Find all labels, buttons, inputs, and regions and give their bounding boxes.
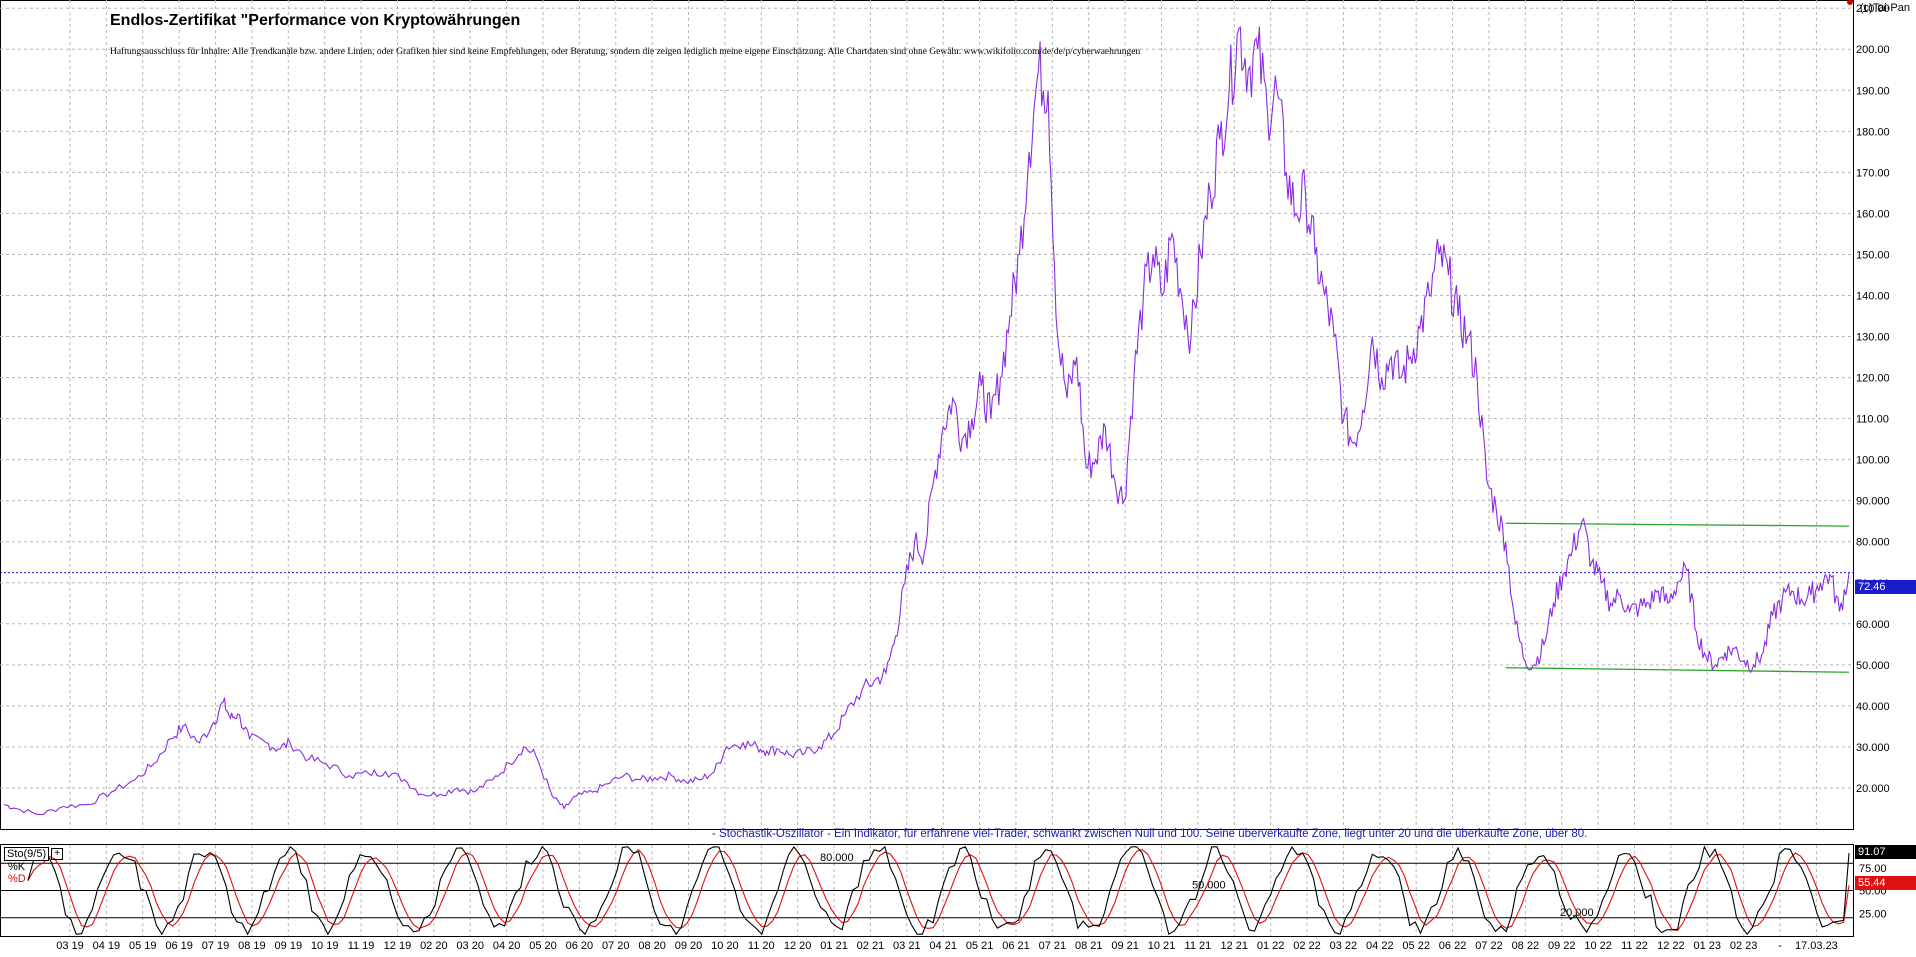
- y-tick-label: 30.000: [1856, 742, 1890, 754]
- x-tick-label: 08 22: [1512, 940, 1540, 952]
- y-tick-label: 40.000: [1856, 701, 1890, 713]
- x-tick-label: 07 20: [602, 940, 630, 952]
- y-tick-label: 120.00: [1856, 373, 1890, 385]
- grid-lines: [0, 0, 1854, 937]
- x-tick-label: 08 21: [1075, 940, 1103, 952]
- legend-d: %D: [8, 873, 26, 885]
- x-tick-label: 10 21: [1148, 940, 1176, 952]
- y-tick-label: 190.00: [1856, 85, 1890, 97]
- osc-level-label: 80.000: [820, 852, 854, 864]
- x-tick-label: 07 22: [1475, 940, 1503, 952]
- y-tick-label: 150.00: [1856, 249, 1890, 261]
- x-tick-label: 05 21: [966, 940, 994, 952]
- osc-y-tick-label: 75.00: [1859, 863, 1887, 875]
- credit-label: (c)Tai-Pan: [1859, 2, 1910, 14]
- x-tick-label: 05 20: [529, 940, 557, 952]
- x-tick-label: 04 20: [493, 940, 521, 952]
- x-tick-label: 03 21: [893, 940, 921, 952]
- y-tick-label: 100.00: [1856, 455, 1890, 467]
- x-tick-label: -: [1778, 940, 1782, 952]
- x-tick-label: 01 23: [1693, 940, 1721, 952]
- x-tick-label: 12 22: [1657, 940, 1685, 952]
- oscillator-legend: Sto(9/5) + %K %D: [4, 847, 64, 885]
- x-tick-label: 06 21: [1002, 940, 1030, 952]
- y-tick-label: 110.00: [1856, 414, 1889, 426]
- price-chart-area: [0, 25, 1853, 816]
- x-tick-label: 08 19: [238, 940, 266, 952]
- x-tick-label: 09 20: [675, 940, 703, 952]
- osc-d-line: [27, 848, 1850, 931]
- x-tick-label: 02 21: [857, 940, 885, 952]
- x-tick-label: 10 22: [1584, 940, 1612, 952]
- x-tick-label: 06 22: [1439, 940, 1467, 952]
- x-tick-label: 09 19: [275, 940, 303, 952]
- x-tick-label: 03 22: [1330, 940, 1358, 952]
- x-tick-label: 11 19: [348, 940, 375, 952]
- oscillator-description: - Stochastik-Oszillator - Ein Indikator,…: [712, 828, 1588, 840]
- x-tick-label: 09 22: [1548, 940, 1576, 952]
- channel-upper-line: [1505, 522, 1850, 527]
- x-tick-label: 05 22: [1402, 940, 1430, 952]
- osc-y-tick-label: 25.00: [1859, 908, 1887, 920]
- x-tick-label: 09 21: [1111, 940, 1139, 952]
- x-tick-label: 10 20: [711, 940, 739, 952]
- channel-lower-line: [1505, 667, 1850, 673]
- y-tick-label: 130.00: [1856, 332, 1890, 344]
- d-last-badge: 55.44: [1855, 876, 1916, 890]
- x-tick-label: 08 20: [638, 940, 666, 952]
- x-tick-label: 06 19: [165, 940, 193, 952]
- k-last-badge: 91.07: [1855, 845, 1916, 859]
- x-tick-label: 12 21: [1221, 940, 1249, 952]
- x-tick-label: 01 21: [820, 940, 848, 952]
- y-tick-label: 140.00: [1856, 290, 1890, 302]
- x-tick-label: 10 19: [311, 940, 339, 952]
- x-tick-label: 02 22: [1293, 940, 1321, 952]
- axis-layer: 03 19 04 19 05 19 06 19 07 19 08 19 09 19 10 19…: [56, 0, 1890, 952]
- x-tick-label: 03 20: [456, 940, 484, 952]
- osc-k-line: [27, 845, 1850, 936]
- x-tick-label: 02 20: [420, 940, 448, 952]
- x-tick-label: 01 22: [1257, 940, 1285, 952]
- disclaimer-text: Haftungsausschluss für Inhalte: Alle Tre…: [110, 47, 1141, 57]
- y-tick-label: 180.00: [1856, 126, 1890, 138]
- alert-dot-icon: [1847, 0, 1853, 5]
- x-tick-label: 04 19: [93, 940, 121, 952]
- legend-k: %K: [8, 861, 26, 873]
- y-tick-label: 90.000: [1856, 496, 1890, 508]
- x-tick-label: 04 21: [929, 940, 957, 952]
- expand-plus-icon[interactable]: +: [51, 848, 64, 861]
- x-tick-label: 12 20: [784, 940, 812, 952]
- y-tick-label: 200.00: [1856, 44, 1890, 56]
- indicator-tag[interactable]: Sto(9/5): [4, 847, 50, 861]
- x-tick-label: 03 19: [56, 940, 84, 952]
- x-tick-label: 07 21: [1039, 940, 1067, 952]
- x-tick-label: 02 23: [1730, 940, 1758, 952]
- x-tick-label: 12 19: [384, 940, 412, 952]
- x-tick-label: 17.03.23: [1795, 940, 1838, 952]
- y-tick-label: 50.000: [1856, 660, 1890, 672]
- x-tick-label: 11 21: [1185, 940, 1212, 952]
- y-tick-label: 160.00: [1856, 208, 1890, 220]
- x-tick-label: 06 20: [566, 940, 594, 952]
- x-tick-label: 05 19: [129, 940, 157, 952]
- y-tick-label: 210.00: [1856, 3, 1890, 15]
- price-frame: [0, 0, 1854, 830]
- y-tick-label: 60.000: [1856, 619, 1890, 631]
- x-tick-label: 04 22: [1366, 940, 1394, 952]
- y-tick-label: 20.000: [1856, 783, 1890, 795]
- x-tick-label: 07 19: [202, 940, 230, 952]
- x-tick-label: 11 20: [748, 940, 775, 952]
- y-tick-label: 80.000: [1856, 537, 1890, 549]
- y-tick-label: 170.00: [1856, 167, 1890, 179]
- chart-title: Endlos-Zertifikat "Performance von Krypt…: [110, 12, 521, 29]
- x-tick-label: 11 22: [1621, 940, 1648, 952]
- price-series-line: [3, 25, 1850, 816]
- last-price-badge: 72.46: [1855, 580, 1916, 594]
